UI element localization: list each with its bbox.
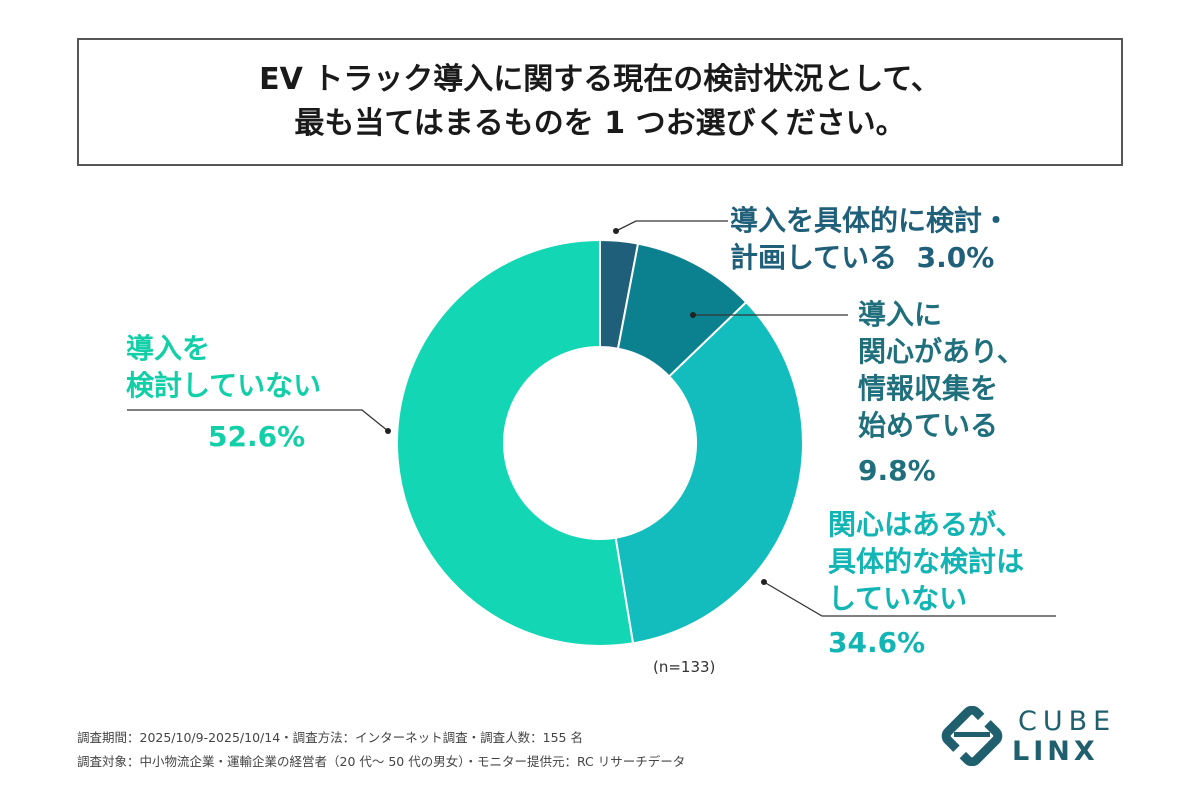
label-info-line-1: 導入に <box>858 298 943 331</box>
logo-text-cube: CUBE <box>1018 706 1117 737</box>
label-info-line-2: 関心があり、 <box>858 335 1025 368</box>
leader-interested <box>763 581 1056 617</box>
title-line-2: 最も当てはまるものを 1 つお選びください。 <box>294 106 906 141</box>
label-info-gathering: 導入に 関心があり、 情報収集を 始めている 9.8% <box>858 296 1025 489</box>
cube-linx-logo: CUBE LINX <box>940 705 1130 767</box>
footer-line-2: 調査対象：中小物流企業・運輸企業の経営者（20 代～ 50 代の男女）・モニター… <box>77 754 686 769</box>
footer-line-1: 調査期間：2025/10/9-2025/10/14・調査方法：インターネット調査… <box>77 730 583 745</box>
cube-logo-icon <box>941 705 1003 767</box>
label-plan: 導入を具体的に検討・ 計画している 3.0% <box>730 202 1010 276</box>
label-interested-line-1: 関心はあるが、 <box>828 508 1024 541</box>
leader-plan <box>615 220 728 232</box>
leader-info-gathering-dot <box>690 312 696 318</box>
label-info-line-4: 始めている <box>858 409 999 442</box>
label-interested-line-2: 具体的な検討は <box>828 545 1025 578</box>
label-not-considering: 導入を 検討していない <box>126 330 321 404</box>
logo-text-linx: LINX <box>1012 736 1099 767</box>
label-interested: 関心はあるが、 具体的な検討は していない <box>828 506 1024 617</box>
leader-not-considering <box>127 409 389 432</box>
title-line-1: EV トラック導入に関する現在の検討状況として、 <box>259 62 941 97</box>
leader-interested-dot <box>761 579 767 585</box>
value-label-plan: 3.0% <box>916 241 995 274</box>
slice-interested <box>614 300 804 645</box>
leader-plan-dot <box>613 228 619 234</box>
label-info-line-3: 情報収集を <box>858 372 999 405</box>
label-plan-line-1: 導入を具体的に検討・ <box>730 204 1011 237</box>
value-label-info: 9.8% <box>858 454 936 487</box>
label-interested-line-3: していない <box>828 582 968 615</box>
leader-not-considering-dot <box>385 428 391 434</box>
label-plan-line-2: 計画している <box>730 241 898 274</box>
label-not-line-2: 検討していない <box>126 369 322 402</box>
slice-not-considering <box>396 238 635 647</box>
value-label-interested: 34.6% <box>828 626 926 659</box>
value-label-not-considering: 52.6% <box>208 420 306 453</box>
title-box: EV トラック導入に関する現在の検討状況として、 最も当てはまるものを 1 つお… <box>77 38 1123 166</box>
sample-size-note: (n=133) <box>653 658 716 676</box>
label-not-line-1: 導入を <box>126 332 211 365</box>
